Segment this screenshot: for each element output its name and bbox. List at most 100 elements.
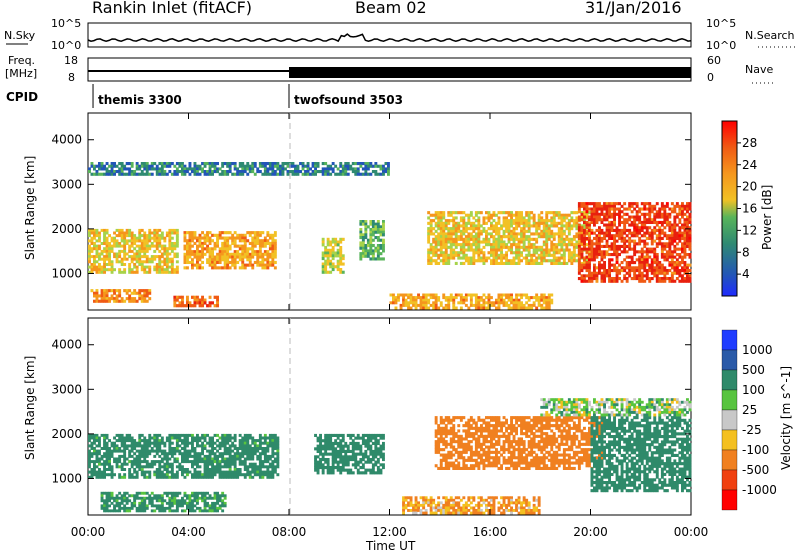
echo-cell bbox=[482, 221, 486, 225]
echo-cell bbox=[502, 221, 506, 225]
echo-cell bbox=[577, 202, 581, 206]
echo-cell bbox=[276, 447, 280, 450]
echo-cell bbox=[557, 251, 561, 255]
echo-cell bbox=[158, 454, 162, 458]
echo-cell bbox=[100, 164, 104, 168]
echo-cell bbox=[168, 465, 172, 469]
echo-cell bbox=[105, 170, 109, 174]
echo-cell bbox=[326, 254, 330, 258]
echo-cell bbox=[331, 167, 335, 171]
echo-cell bbox=[140, 294, 144, 298]
echo-cell bbox=[525, 253, 529, 257]
echo-cell bbox=[95, 291, 99, 295]
echo-cell bbox=[419, 296, 423, 300]
echo-cell bbox=[90, 172, 94, 176]
echo-cell bbox=[449, 235, 453, 239]
echo-cell bbox=[191, 263, 194, 267]
echo-cell bbox=[223, 436, 227, 440]
echo-cell bbox=[585, 223, 589, 227]
echo-cell bbox=[183, 436, 187, 440]
echo-cell bbox=[643, 266, 647, 270]
echo-cell bbox=[598, 207, 601, 211]
echo-cell bbox=[356, 172, 360, 176]
echo-cell bbox=[183, 441, 187, 445]
echo-cell bbox=[459, 245, 463, 249]
echo-cell bbox=[168, 433, 172, 437]
echo-cell bbox=[191, 449, 194, 453]
echo-cell bbox=[359, 257, 363, 261]
echo-cell bbox=[105, 255, 109, 259]
echo-cell bbox=[248, 252, 252, 256]
echo-cell bbox=[241, 473, 245, 477]
echo-cell bbox=[688, 204, 692, 208]
echo-cell bbox=[572, 219, 576, 223]
echo-cell bbox=[329, 248, 333, 252]
echo-cell bbox=[562, 243, 566, 247]
echo-cell bbox=[268, 441, 272, 445]
echo-cell bbox=[218, 470, 222, 474]
echo-cell bbox=[226, 162, 230, 166]
echo-cell bbox=[490, 227, 493, 231]
echo-cell bbox=[140, 265, 144, 269]
echo-cell bbox=[547, 248, 551, 252]
echo-cell bbox=[374, 230, 378, 234]
echo-cell bbox=[175, 242, 179, 245]
echo-cell bbox=[168, 228, 172, 232]
echo-cell bbox=[251, 170, 255, 174]
echo-cell bbox=[542, 240, 546, 244]
echo-cell bbox=[645, 261, 649, 265]
echo-cell bbox=[140, 465, 144, 469]
echo-cell bbox=[193, 447, 197, 450]
echo-cell bbox=[577, 258, 581, 262]
echo-cell bbox=[459, 243, 463, 247]
echo-cell bbox=[153, 268, 157, 272]
echo-cell bbox=[226, 266, 230, 270]
echo-cell bbox=[620, 210, 624, 214]
echo-cell bbox=[510, 301, 513, 305]
echo-cell bbox=[170, 441, 174, 445]
echo-cell bbox=[572, 259, 576, 263]
echo-cell bbox=[444, 243, 448, 247]
echo-cell bbox=[268, 454, 272, 458]
echo-cell bbox=[515, 298, 518, 302]
echo-cell bbox=[517, 213, 521, 217]
echo-cell bbox=[105, 291, 109, 295]
echo-cell bbox=[123, 436, 127, 440]
nsky-panel: N.Sky 10^5 10^0 10^5 10^0 N.Search bbox=[4, 17, 798, 52]
echo-cell bbox=[588, 211, 591, 215]
echo-cell bbox=[439, 221, 443, 225]
echo-cell bbox=[120, 433, 124, 437]
echo-cell bbox=[477, 219, 481, 223]
echo-cell bbox=[324, 248, 328, 252]
echo-cell bbox=[585, 261, 589, 265]
echo-cell bbox=[477, 221, 481, 225]
echo-cell bbox=[495, 240, 498, 244]
echo-cell bbox=[183, 454, 187, 458]
echo-cell bbox=[236, 172, 240, 176]
echo-cell bbox=[427, 221, 431, 225]
echo-cell bbox=[570, 224, 574, 228]
echo-cell bbox=[670, 279, 674, 283]
echo-cell bbox=[231, 475, 235, 479]
echo-cell bbox=[148, 236, 152, 240]
echo-cell bbox=[507, 306, 511, 310]
echo-cell bbox=[535, 232, 539, 236]
echo-cell bbox=[140, 297, 144, 301]
echo-cell bbox=[361, 249, 365, 253]
echo-cell bbox=[236, 236, 240, 240]
echo-cell bbox=[188, 499, 192, 503]
echo-cell bbox=[120, 496, 124, 500]
echo-cell bbox=[628, 204, 632, 208]
echo-cell bbox=[218, 447, 222, 450]
echo-cell bbox=[135, 491, 139, 495]
echo-cell bbox=[527, 245, 531, 249]
echo-cell bbox=[530, 216, 534, 220]
echo-cell bbox=[155, 470, 159, 474]
echo-cell bbox=[663, 279, 667, 283]
echo-cell bbox=[206, 509, 209, 513]
echo-cell bbox=[469, 298, 473, 302]
echo-cell bbox=[168, 252, 172, 256]
echo-cell bbox=[447, 232, 451, 236]
echo-cell bbox=[681, 258, 684, 262]
echo-cell bbox=[331, 265, 335, 269]
